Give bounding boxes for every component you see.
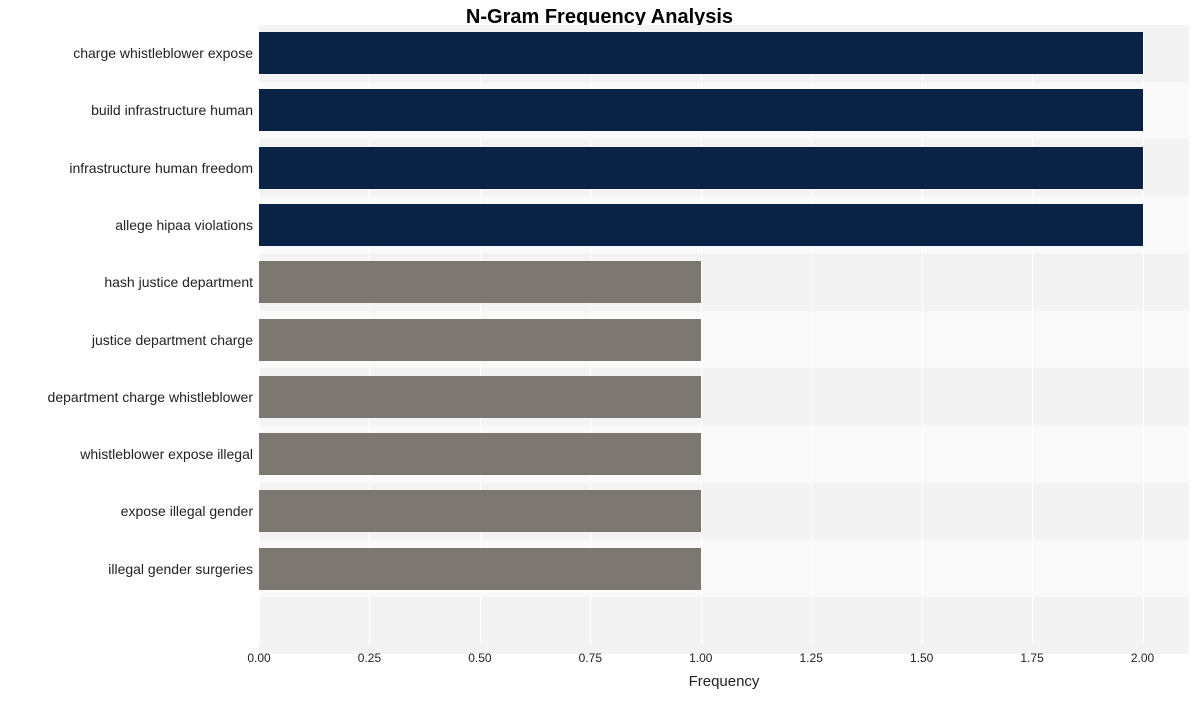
gridline-vertical [1143, 36, 1144, 643]
y-tick-label: hash justice department [104, 274, 253, 290]
x-tick-label: 0.25 [358, 651, 381, 665]
bar [259, 319, 701, 361]
x-tick-label: 2.00 [1131, 651, 1154, 665]
y-tick-label: justice department charge [92, 332, 253, 348]
bar [259, 147, 1143, 189]
bar [259, 261, 701, 303]
y-tick-label: illegal gender surgeries [108, 561, 253, 577]
ngram-frequency-chart: N-Gram Frequency Analysis charge whistle… [0, 0, 1199, 701]
bar [259, 89, 1143, 131]
y-tick-label: expose illegal gender [121, 503, 253, 519]
y-tick-label: charge whistleblower expose [73, 45, 253, 61]
x-tick-label: 1.25 [800, 651, 823, 665]
bar [259, 548, 701, 590]
plot-area [259, 36, 1189, 643]
x-tick-label: 0.50 [468, 651, 491, 665]
bar [259, 376, 701, 418]
grid-band [259, 597, 1189, 654]
bar [259, 204, 1143, 246]
x-tick-label: 1.00 [689, 651, 712, 665]
bar [259, 433, 701, 475]
y-tick-label: build infrastructure human [91, 102, 253, 118]
y-tick-label: allege hipaa violations [115, 217, 253, 233]
bar [259, 32, 1143, 74]
x-axis-label: Frequency [259, 673, 1189, 690]
x-tick-label: 1.50 [910, 651, 933, 665]
y-tick-label: infrastructure human freedom [69, 160, 253, 176]
x-tick-label: 0.00 [247, 651, 270, 665]
bar [259, 490, 701, 532]
x-tick-label: 1.75 [1020, 651, 1043, 665]
y-tick-label: whistleblower expose illegal [80, 446, 253, 462]
y-tick-label: department charge whistleblower [48, 389, 253, 405]
x-tick-label: 0.75 [579, 651, 602, 665]
